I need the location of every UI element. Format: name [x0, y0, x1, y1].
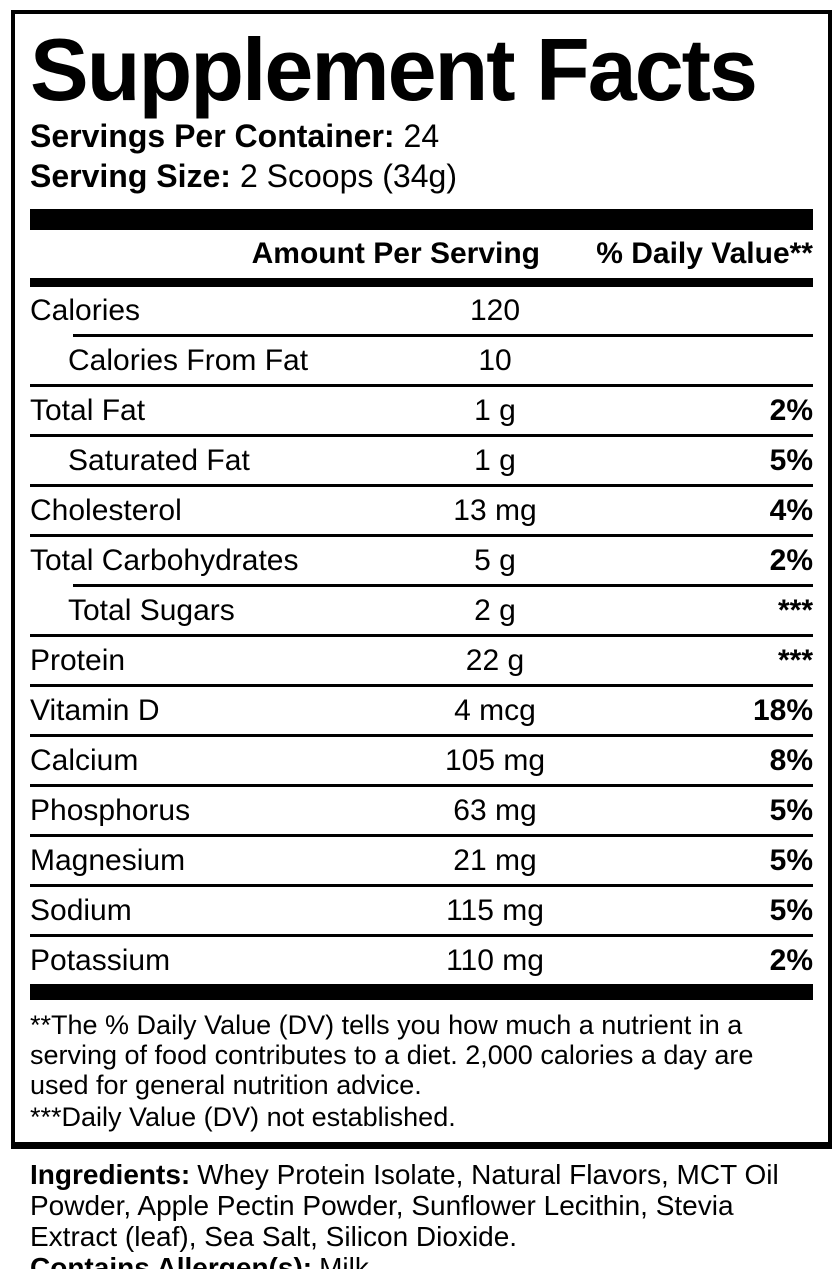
nutrient-daily-value: 4% [769, 493, 813, 527]
nutrient-amount: 10 [478, 343, 512, 377]
nutrient-name: Total Fat [30, 393, 146, 427]
ingredients-section: Ingredients: Whey Protein Isolate, Natura… [30, 1159, 813, 1269]
serving-size-value: 2 Scoops (34g) [239, 158, 457, 194]
ingredients-line: Ingredients: Whey Protein Isolate, Natura… [30, 1159, 813, 1252]
nutrition-table-body: Calories 120 Calories From Fat 10 Total Fat 1… [30, 287, 813, 984]
nutrient-row: Total Fat 1 g 2% [30, 387, 813, 434]
nutrient-row: Potassium 110 mg 2% [30, 937, 813, 984]
daily-value-header: % Daily Value** [596, 237, 813, 270]
nutrient-daily-value: 5% [769, 793, 813, 827]
nutrient-name: Saturated Fat [68, 443, 250, 477]
nutrient-amount: 1 g [474, 393, 516, 427]
nutrient-amount: 13 mg [453, 493, 537, 527]
panel-title: Supplement Facts [30, 20, 758, 119]
divider-header [30, 278, 813, 287]
allergens-line: Contains Allergen(s): Milk [30, 1252, 813, 1269]
allergens-label: Contains Allergen(s): [30, 1252, 313, 1269]
nutrient-amount: 21 mg [453, 843, 537, 877]
nutrient-name: Cholesterol [30, 493, 182, 527]
nutrient-amount: 115 mg [446, 893, 544, 927]
divider-thick-top [30, 209, 813, 230]
nutrient-amount: 1 g [474, 443, 516, 477]
row-separator [30, 484, 813, 487]
row-separator [30, 634, 813, 637]
nutrient-name: Magnesium [30, 843, 186, 877]
amount-per-serving-header: Amount Per Serving [251, 237, 540, 270]
dv-not-established-footnote: ***Daily Value (DV) not established. [30, 1102, 456, 1132]
nutrient-amount: 22 g [465, 643, 525, 677]
nutrient-amount: 4 mcg [454, 693, 536, 727]
row-separator [30, 534, 813, 537]
nutrient-row: Calories From Fat 10 [30, 337, 813, 384]
allergens-value: Milk [319, 1252, 369, 1269]
nutrient-daily-value: 8% [769, 743, 813, 777]
nutrient-amount: 120 [469, 293, 521, 327]
row-separator [30, 784, 813, 787]
nutrient-daily-value: 2% [769, 943, 813, 977]
servings-per-container-label: Servings Per Container: [30, 118, 395, 154]
nutrient-row: Magnesium 21 mg 5% [30, 837, 813, 884]
nutrient-amount: 5 g [474, 543, 516, 577]
row-separator [30, 734, 813, 737]
nutrient-name: Total Carbohydrates [30, 543, 299, 577]
nutrient-name: Calories From Fat [68, 343, 309, 377]
nutrient-row: Saturated Fat 1 g 5% [30, 437, 813, 484]
nutrient-daily-value: 5% [769, 443, 813, 477]
servings-per-container-value: 24 [403, 118, 440, 154]
nutrient-amount: 105 mg [444, 743, 546, 777]
nutrition-table-header: Amount Per Serving % Daily Value** [30, 230, 813, 278]
daily-value-footnote: **The % Daily Value (DV) tells you how m… [30, 1010, 754, 1100]
nutrient-amount: 2 g [474, 593, 516, 627]
nutrient-row: Sodium 115 mg 5% [30, 887, 813, 934]
footnotes: **The % Daily Value (DV) tells you how m… [30, 1000, 813, 1142]
row-separator [30, 434, 813, 437]
nutrient-daily-value: 2% [769, 543, 813, 577]
nutrient-row: Protein 22 g *** [30, 637, 813, 684]
nutrient-row: Calories 120 [30, 287, 813, 334]
nutrient-daily-value: *** [777, 593, 813, 627]
ingredients-label: Ingredients: [30, 1159, 191, 1190]
nutrient-name: Vitamin D [30, 693, 160, 727]
nutrient-row: Total Sugars 2 g *** [30, 587, 813, 634]
row-separator [30, 934, 813, 937]
nutrient-daily-value: *** [777, 643, 813, 677]
servings-per-container-line: Servings Per Container: 24 [30, 116, 813, 156]
nutrient-row: Phosphorus 63 mg 5% [30, 787, 813, 834]
serving-size-label: Serving Size: [30, 158, 231, 194]
divider-thick-bottom [30, 984, 813, 1000]
row-separator [30, 384, 813, 387]
nutrient-daily-value: 5% [769, 843, 813, 877]
ingredients-value: Whey Protein Isolate, Natural Flavors, M… [30, 1159, 779, 1252]
nutrient-daily-value: 2% [769, 393, 813, 427]
supplement-facts-panel: Supplement Facts Servings Per Container:… [11, 10, 832, 1149]
nutrient-amount: 110 mg [446, 943, 544, 977]
row-separator [73, 584, 813, 587]
nutrient-name: Phosphorus [30, 793, 191, 827]
nutrient-name: Protein [30, 643, 126, 677]
nutrient-row: Calcium 105 mg 8% [30, 737, 813, 784]
nutrient-row: Vitamin D 4 mcg 18% [30, 687, 813, 734]
nutrient-daily-value: 18% [752, 693, 813, 727]
row-separator [30, 884, 813, 887]
row-separator [30, 834, 813, 837]
nutrient-name: Potassium [30, 943, 171, 977]
nutrient-name: Sodium [30, 893, 132, 927]
row-separator [73, 334, 813, 337]
nutrient-name: Total Sugars [68, 593, 235, 627]
nutrient-row: Cholesterol 13 mg 4% [30, 487, 813, 534]
nutrient-daily-value: 5% [769, 893, 813, 927]
serving-size-line: Serving Size: 2 Scoops (34g) [30, 156, 813, 196]
nutrient-amount: 63 mg [453, 793, 537, 827]
nutrient-name: Calories [30, 293, 141, 327]
row-separator [30, 684, 813, 687]
nutrient-row: Total Carbohydrates 5 g 2% [30, 537, 813, 584]
nutrient-name: Calcium [30, 743, 139, 777]
